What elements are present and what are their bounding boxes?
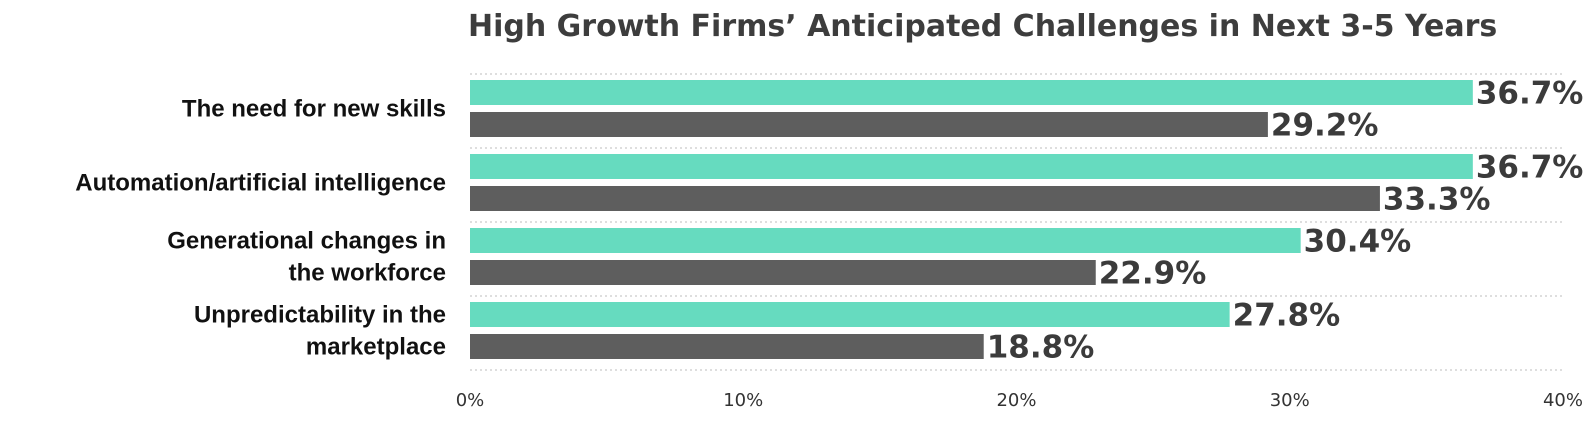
data-label: 18.8% (987, 330, 1095, 366)
x-tick-label: 20% (996, 390, 1036, 411)
x-tick-label: 30% (1270, 390, 1310, 411)
data-label: 30.4% (1304, 224, 1412, 260)
bar (470, 80, 1473, 105)
data-label: 36.7% (1476, 150, 1584, 186)
category-label: The need for new skills (182, 96, 446, 123)
bar (470, 334, 984, 359)
x-tick-label: 10% (723, 390, 763, 411)
category-label: Automation/artificial intelligence (75, 170, 446, 197)
category-label: marketplace (306, 334, 446, 361)
data-label: 29.2% (1271, 108, 1379, 144)
bar (470, 302, 1230, 327)
bars (470, 80, 1473, 359)
x-tick-label: 40% (1543, 390, 1583, 411)
category-label: the workforce (289, 260, 446, 287)
category-labels: The need for new skills Automation/artifi… (75, 96, 446, 361)
data-label: 33.3% (1383, 182, 1491, 218)
bar (470, 228, 1301, 253)
data-label: 22.9% (1099, 256, 1207, 292)
data-labels: 36.7%29.2%36.7%33.3%30.4%22.9%27.8%18.8% (987, 76, 1584, 366)
data-label: 36.7% (1476, 76, 1584, 112)
x-axis-ticks: 0% 10% 20% 30% 40% (456, 390, 1583, 411)
gridlines (470, 73, 1563, 371)
category-label: Unpredictability in the (194, 302, 446, 329)
bar (470, 112, 1268, 137)
data-label: 27.8% (1233, 298, 1341, 334)
category-label: Generational changes in (167, 228, 446, 255)
bar (470, 260, 1096, 285)
bar (470, 186, 1380, 211)
chart-title: High Growth Firms’ Anticipated Challenge… (468, 9, 1497, 44)
x-tick-label: 0% (456, 390, 485, 411)
bar (470, 154, 1473, 179)
